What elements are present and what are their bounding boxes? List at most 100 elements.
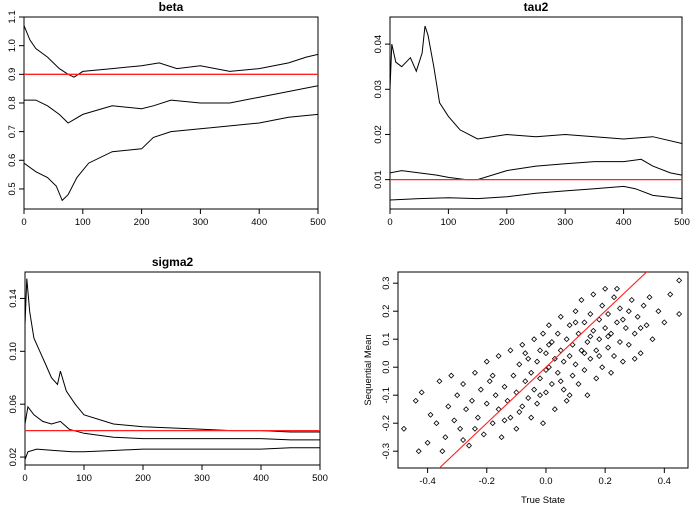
y-tick-label: -0.2	[381, 415, 392, 431]
scatter-point	[540, 420, 546, 427]
series-line-middle	[390, 158, 682, 181]
data-layer	[390, 25, 682, 201]
scatter-point	[676, 311, 683, 317]
scatter-point	[575, 381, 582, 387]
series-line-lower	[390, 185, 682, 201]
scatter-point	[466, 442, 472, 449]
scatter-point	[608, 369, 615, 376]
scatter-point	[522, 378, 529, 385]
y-tick-label: -0.3	[381, 443, 392, 459]
panel-scatter: -0.4 -0.2 0.0 0.2 0.4 -0.3 -0.2 -0.1 0.0 0.1 0.2 0.…	[363, 271, 689, 506]
scatter-point	[587, 311, 594, 317]
scatter-point	[548, 381, 555, 387]
scatter-point	[637, 325, 644, 331]
scatter-point	[605, 311, 612, 317]
scatter-point	[460, 437, 467, 443]
panel-title: tau2	[524, 0, 549, 14]
scatter-point	[534, 358, 541, 365]
x-tick-label: 300	[194, 473, 210, 484]
scatter-point	[640, 302, 647, 309]
scatter-point	[427, 411, 434, 418]
scatter-point	[587, 333, 594, 340]
y-axis: 0.5 0.6 0.7 0.8 0.9 1.0 1.1	[7, 10, 24, 196]
series-line-lower	[24, 113, 318, 202]
scatter-point	[599, 364, 606, 371]
x-tick-label: 300	[557, 217, 573, 228]
scatter-point	[489, 420, 496, 427]
scatter-point	[501, 383, 508, 390]
scatter-point	[634, 313, 641, 320]
x-tick-label: 200	[134, 217, 150, 228]
x-tick-label: -0.2	[479, 476, 495, 487]
scatter-point	[667, 291, 674, 298]
y-tick-label: 1.1	[7, 10, 18, 23]
scatter-point	[572, 308, 579, 315]
scatter-point	[531, 336, 538, 343]
x-tick-label: 100	[440, 217, 456, 228]
scatter-point	[548, 339, 555, 345]
scatter-point	[492, 392, 499, 399]
scatter-point	[611, 353, 617, 359]
x-axis-label: True State	[521, 495, 565, 506]
y-tick-label: 0.01	[373, 170, 384, 189]
scatter-point	[463, 406, 470, 413]
scatter-point	[599, 302, 606, 309]
scatter-point	[454, 392, 461, 399]
scatter-point	[587, 355, 594, 362]
scatter-point	[572, 319, 579, 326]
scatter-point	[554, 330, 561, 337]
scatter-point	[415, 448, 422, 455]
y-tick-label: 0.03	[373, 80, 384, 99]
series-line-middle	[24, 85, 318, 124]
scatter-point	[566, 392, 573, 399]
y-tick-label: 0.6	[7, 154, 18, 167]
panel-title: beta	[159, 0, 184, 14]
scatter-point	[400, 425, 407, 432]
x-axis: -0.4 -0.2 0.0 0.2 0.4	[419, 468, 671, 487]
scatter-point	[531, 386, 538, 393]
scatter-point	[513, 425, 520, 432]
panel-title: sigma2	[152, 255, 194, 269]
scatter-point	[460, 381, 467, 387]
scatter-point	[516, 361, 523, 368]
x-tick-label: 200	[499, 217, 515, 228]
x-tick-label: 500	[674, 217, 690, 228]
scatter-point	[474, 414, 481, 421]
scatter-point	[631, 355, 638, 362]
x-tick-label: -0.4	[419, 476, 435, 487]
reference-diagonal	[438, 272, 648, 468]
scatter-point	[643, 322, 650, 329]
scatter-point	[593, 375, 600, 382]
y-tick-label: 0.0	[381, 361, 392, 374]
scatter-point	[457, 425, 464, 432]
y-tick-label: 1.0	[7, 39, 18, 52]
x-tick-label: 400	[253, 473, 269, 484]
scatter-point	[616, 305, 623, 312]
y-tick-label: 0.5	[7, 182, 18, 195]
scatter-point	[551, 406, 558, 413]
scatter-point	[469, 397, 475, 404]
scatter-point	[436, 378, 443, 385]
scatter-point	[584, 392, 591, 399]
scatter-point	[545, 322, 552, 329]
y-tick-label: 0.10	[8, 342, 19, 361]
scatter-point	[569, 372, 576, 379]
y-tick-label: 0.02	[8, 448, 19, 467]
scatter-point	[596, 336, 603, 343]
scatter-point	[584, 339, 591, 345]
scatter-point	[542, 350, 549, 357]
y-axis-label: Sequential Mean	[363, 334, 374, 405]
scatter-point	[605, 344, 612, 351]
x-axis: 0 100 200 300 400 500	[387, 209, 690, 228]
scatter-point	[631, 330, 638, 337]
plot-frame	[24, 271, 321, 466]
scatter-point	[519, 341, 526, 348]
y-tick-label: 0.3	[381, 277, 392, 290]
x-tick-label: 300	[192, 217, 208, 228]
scatter-point	[581, 350, 588, 357]
y-tick-label: 0.9	[7, 68, 18, 81]
scatter-point	[581, 367, 588, 373]
scatter-point	[537, 347, 544, 354]
scatter-point	[471, 369, 478, 376]
